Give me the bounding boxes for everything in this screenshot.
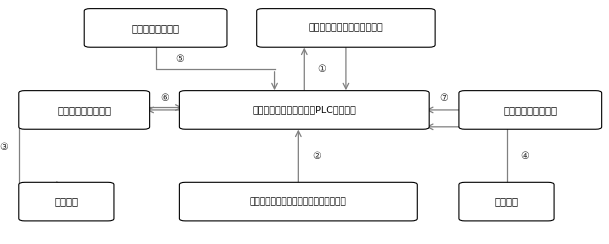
FancyBboxPatch shape bbox=[19, 91, 150, 129]
Text: 轧线过程控制系统: 轧线过程控制系统 bbox=[132, 23, 180, 33]
FancyBboxPatch shape bbox=[84, 9, 227, 47]
Text: ①: ① bbox=[318, 64, 326, 74]
FancyBboxPatch shape bbox=[180, 91, 429, 129]
FancyBboxPatch shape bbox=[459, 91, 602, 129]
FancyBboxPatch shape bbox=[19, 182, 114, 221]
Text: ③: ③ bbox=[0, 142, 9, 152]
Text: 钢管在线冷却各类检测仪表、控制信号等: 钢管在线冷却各类检测仪表、控制信号等 bbox=[250, 197, 347, 206]
Text: 液压系统: 液压系统 bbox=[54, 197, 79, 207]
Text: ②: ② bbox=[312, 151, 320, 161]
Text: 供水系统: 供水系统 bbox=[495, 197, 518, 207]
Text: ⑥: ⑥ bbox=[160, 93, 169, 103]
Text: ⑤: ⑤ bbox=[175, 54, 184, 64]
Text: 冷床基础自动化系统: 冷床基础自动化系统 bbox=[503, 105, 557, 115]
Text: 钢管在线冷却基础自动化PLC控制系统: 钢管在线冷却基础自动化PLC控制系统 bbox=[252, 105, 356, 114]
Text: ⑦: ⑦ bbox=[440, 93, 448, 103]
FancyBboxPatch shape bbox=[180, 182, 417, 221]
Text: ④: ④ bbox=[520, 151, 529, 161]
Text: 轧线基础自动化系统: 轧线基础自动化系统 bbox=[57, 105, 111, 115]
FancyBboxPatch shape bbox=[257, 9, 435, 47]
Text: 钢管在线冷却模型控制计算机: 钢管在线冷却模型控制计算机 bbox=[309, 23, 383, 32]
FancyBboxPatch shape bbox=[459, 182, 554, 221]
